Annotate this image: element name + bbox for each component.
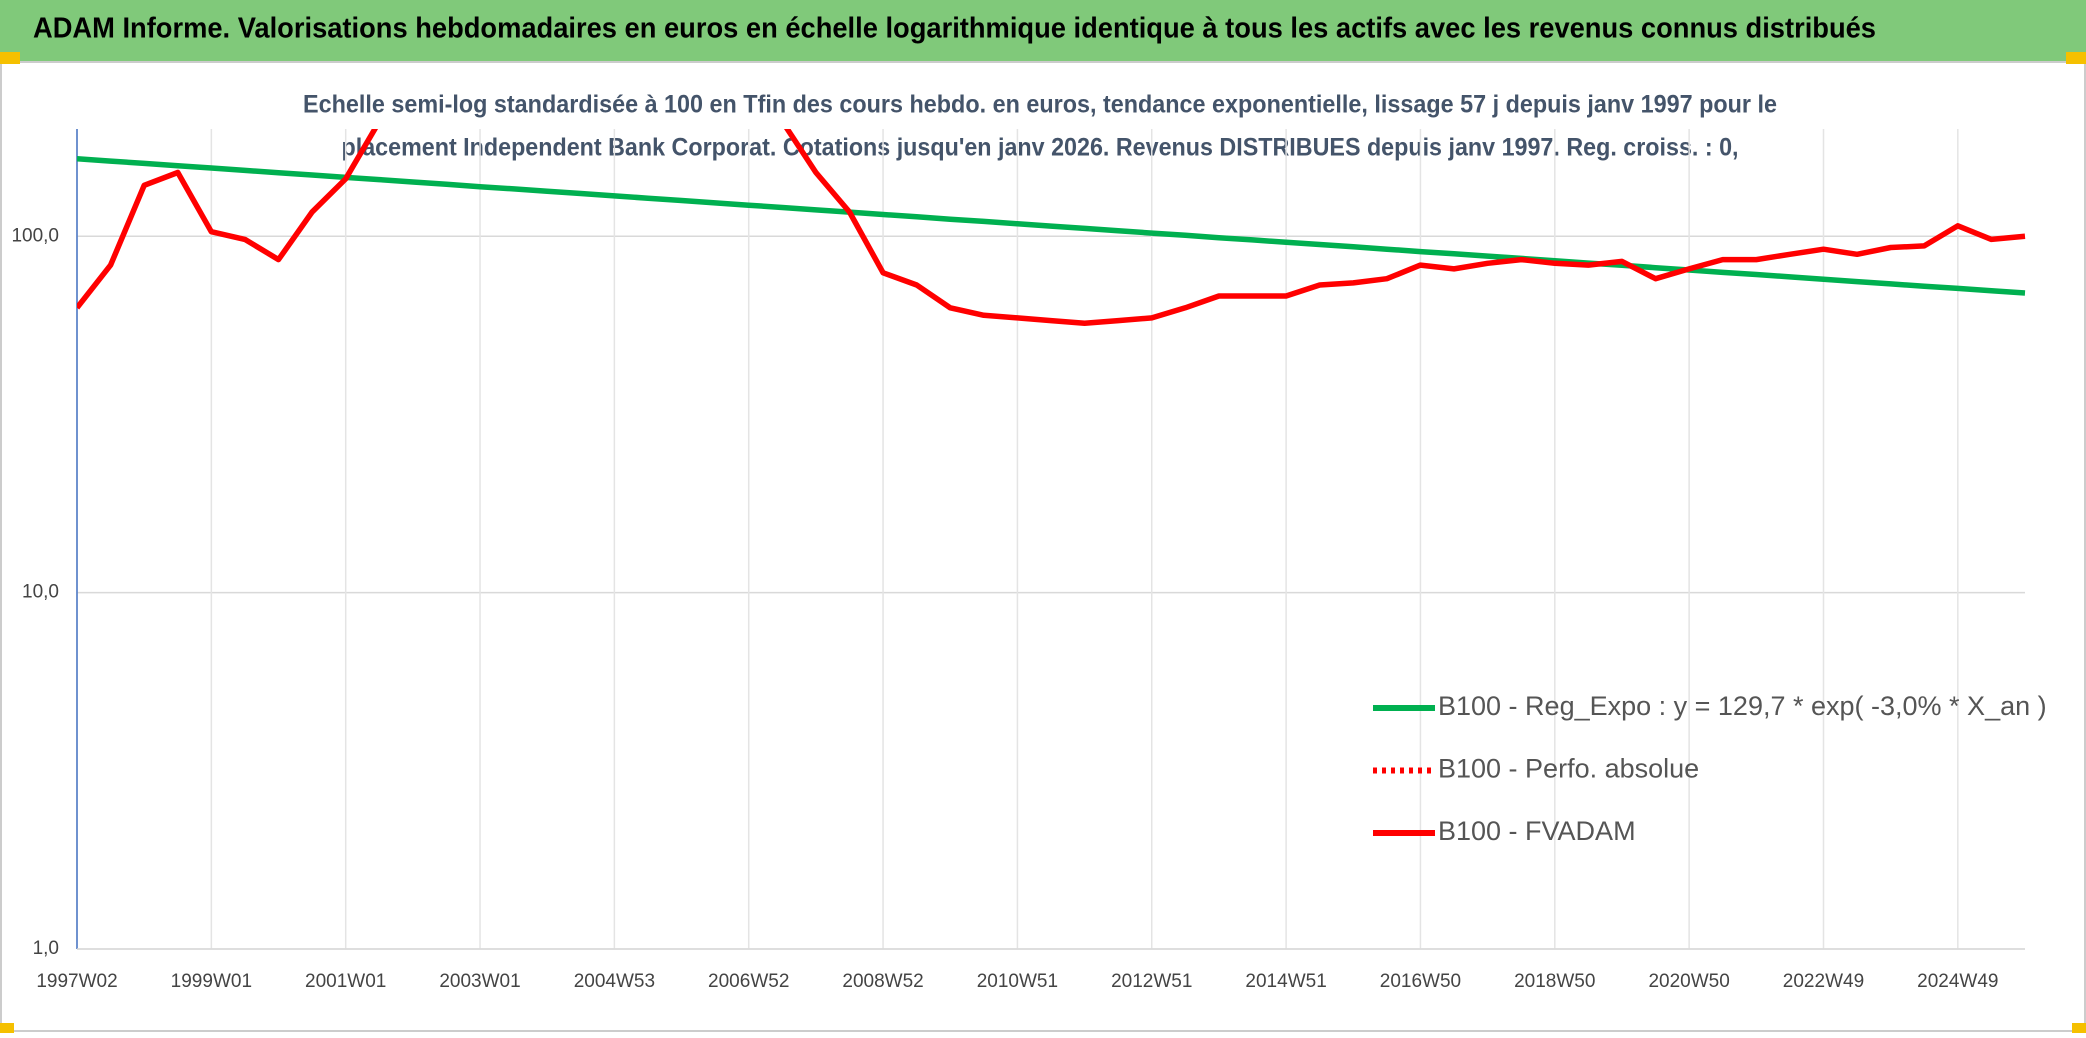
data-line (77, 129, 2026, 327)
x-tick-label: 2024W49 (1917, 971, 1998, 992)
legend-label: B100 - Reg_Expo : y = 129,7 * exp( -3,0%… (1438, 691, 2047, 721)
legend-label: B100 - FVADAM (1438, 816, 1636, 846)
x-tick-label: 2014W51 (1245, 971, 1326, 992)
subtitle: Echelle semi-log standardisée à 100 en T… (303, 91, 1777, 119)
frame (0, 61, 2086, 1032)
x-tick-label: 2016W50 (1380, 971, 1461, 992)
x-tick-label: 2020W50 (1648, 971, 1729, 992)
x-tick-label: 2012W51 (1111, 971, 1192, 992)
plot-area (77, 129, 2026, 327)
x-tick-label: 2006W52 (708, 971, 789, 992)
title-bar (0, 0, 2086, 62)
corner (2072, 1023, 2086, 1033)
x-tick-label: 1997W02 (36, 971, 117, 992)
x-tick-label: 2001W01 (305, 971, 386, 992)
y-tick-label: 10,0 (22, 582, 59, 603)
corner (0, 1023, 14, 1033)
legend-label: B100 - Perfo. absolue (1438, 754, 1699, 784)
legend: B100 - Reg_Expo : y = 129,7 * exp( -3,0%… (1373, 691, 2047, 846)
x-tick-label: 2010W51 (977, 971, 1058, 992)
data-line (77, 156, 2026, 296)
x-tick-label: 2004W53 (574, 971, 655, 992)
x-tick-label: 2003W01 (439, 971, 520, 992)
corner (2066, 52, 2086, 64)
x-tick-label: 2022W49 (1783, 971, 1864, 992)
corner (0, 52, 20, 64)
subtitle: placement Independent Bank Corporat. Cot… (342, 134, 1739, 162)
x-tick-label: 2008W52 (842, 971, 923, 992)
grid: 1,0 10,0 100,0 1997W02 1999W01 2001W01 2003W01… (11, 129, 2025, 992)
y-tick-label: 100,0 (11, 225, 59, 246)
y-tick-label: 1,0 (33, 938, 59, 959)
chart-title: ADAM Informe. Valorisations hebdomadaire… (33, 13, 1876, 45)
x-tick-label: 1999W01 (171, 971, 252, 992)
x-tick-label: 2018W50 (1514, 971, 1595, 992)
